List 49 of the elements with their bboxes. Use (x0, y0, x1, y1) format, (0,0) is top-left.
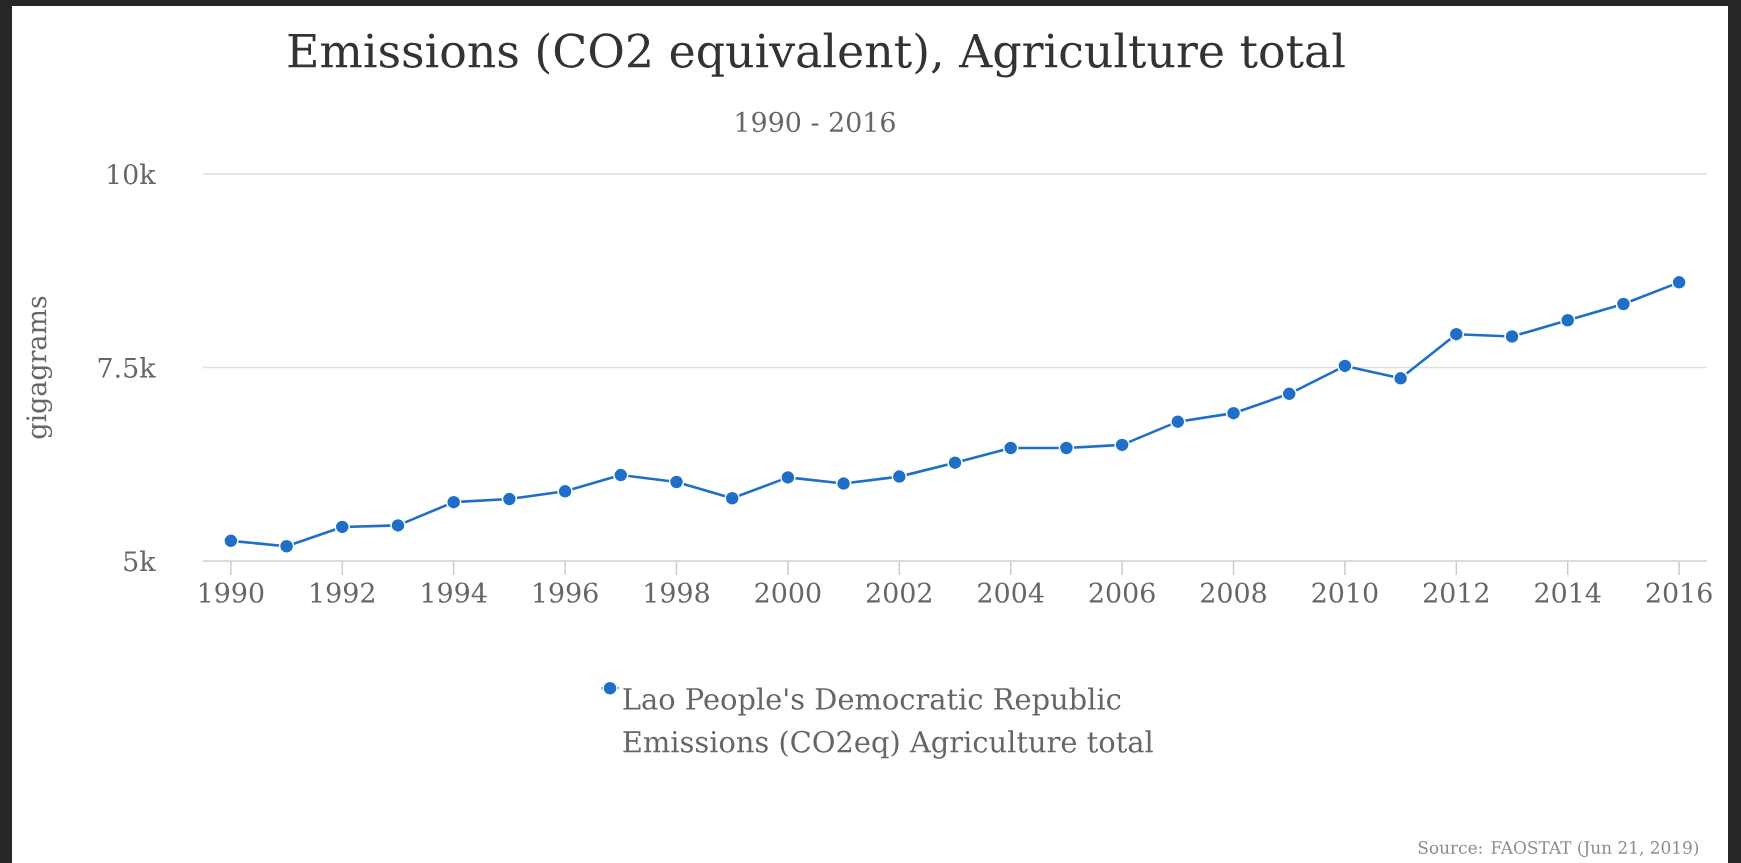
y-tick-label: 10k (108, 163, 156, 185)
point (1170, 413, 1186, 430)
x-tick-label: 2000 (755, 582, 821, 603)
legend-label: Lao People's Democratic Republic Emissions (CO2eq) Agriculture total (623, 687, 1153, 759)
x-tick-label: 2002 (866, 582, 931, 603)
point (891, 468, 908, 485)
y-tick-label: 7.5k (98, 357, 156, 378)
x-tick-label: 1992 (311, 582, 374, 603)
point (1671, 274, 1687, 291)
x-tick-label: 2012 (1423, 582, 1488, 603)
point (501, 491, 518, 507)
point (1002, 440, 1019, 456)
x-tick-label: 2010 (1312, 582, 1378, 603)
x-tick-label: 1996 (534, 582, 598, 603)
point (1448, 326, 1465, 342)
source-note: Source: FAOSTAT (Jun 21, 2019) (1418, 840, 1699, 858)
point (1392, 370, 1409, 387)
chart-subtitle: 1990 - 2016 (736, 111, 895, 133)
point (724, 490, 740, 507)
x-tick-label: 1998 (645, 582, 709, 603)
x-tick-label: 2014 (1535, 582, 1601, 603)
x-tick-label: 1994 (422, 582, 487, 603)
point (1337, 358, 1353, 374)
x-tick-label: 1990 (199, 582, 264, 603)
point (1615, 296, 1632, 312)
point (668, 474, 685, 490)
chart-title: Emissions (CO2 equivalent), Agriculture total (288, 32, 1345, 78)
point (334, 519, 351, 535)
point (1281, 386, 1297, 402)
point (1225, 405, 1242, 421)
point (1058, 440, 1075, 456)
x-tick-label: 2016 (1646, 582, 1712, 603)
y-tick-label: 5k (124, 550, 156, 572)
point (1114, 437, 1130, 453)
point (947, 454, 963, 471)
point (1504, 328, 1520, 345)
point (835, 475, 852, 492)
point (390, 517, 406, 534)
point (223, 533, 239, 549)
point (445, 494, 462, 510)
point (613, 467, 629, 483)
x-tick-label: 2006 (1089, 582, 1155, 603)
x-tick-label: 2004 (978, 582, 1044, 603)
point (780, 469, 796, 486)
point (1559, 312, 1576, 329)
x-tick-label: 2008 (1201, 582, 1266, 603)
point (278, 538, 295, 555)
point (557, 483, 573, 500)
y-axis-title: gigagrams (26, 296, 53, 439)
